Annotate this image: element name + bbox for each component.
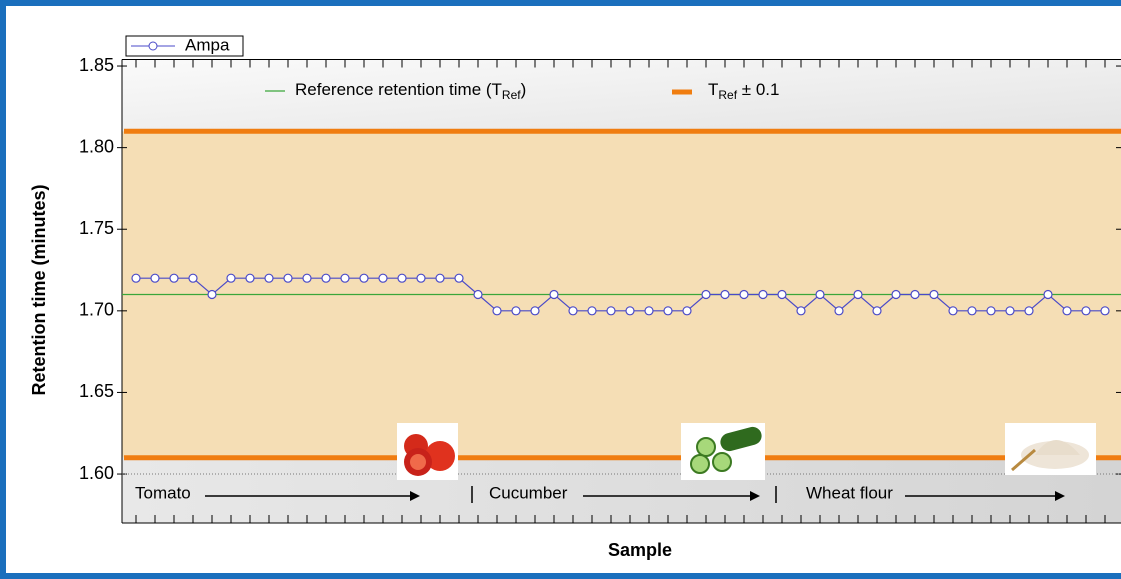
data-point — [416, 273, 426, 283]
data-point — [625, 306, 635, 316]
data-point — [644, 306, 654, 316]
tomato-image — [397, 423, 458, 480]
y-tick-label: 1.60 — [79, 463, 114, 483]
legend-label: Ampa — [185, 35, 230, 54]
annotation: Tomato — [135, 483, 191, 502]
data-point — [891, 289, 901, 300]
overlay — [397, 423, 1096, 480]
legend-label: TRef ± 0.1 — [708, 80, 780, 102]
y-tick-label: 1.85 — [79, 55, 114, 75]
y-tick-label: 1.80 — [79, 136, 114, 156]
data-point — [302, 273, 312, 283]
data-point — [910, 289, 920, 300]
data-point — [454, 273, 464, 283]
y-tick-label: 1.75 — [79, 218, 114, 238]
data-point — [986, 306, 996, 316]
data-point — [872, 306, 882, 316]
data-point — [1062, 306, 1072, 316]
data-point — [188, 273, 198, 283]
flour-image — [1005, 423, 1096, 475]
data-point — [720, 289, 730, 300]
data-point — [796, 306, 806, 316]
data-point — [378, 273, 388, 283]
data-point — [131, 273, 141, 283]
arrow-head — [410, 491, 420, 501]
data-point — [150, 273, 160, 283]
data-point — [682, 306, 692, 316]
data-point — [226, 273, 236, 283]
data-point — [1043, 289, 1053, 300]
data-point — [169, 273, 179, 283]
data-point — [207, 289, 217, 300]
data-point — [1005, 306, 1015, 316]
plot-background-bottom — [122, 457, 1121, 523]
data-point — [853, 289, 863, 300]
y-axis-label: Retention time (minutes) — [29, 184, 49, 395]
data-point — [397, 273, 407, 283]
annotation: Wheat flour — [806, 483, 893, 502]
annotation: Cucumber — [489, 483, 568, 502]
y-tick-label: 1.70 — [79, 300, 114, 320]
data-point — [1024, 306, 1034, 316]
data-point — [758, 289, 768, 300]
data-point — [530, 306, 540, 316]
data-point — [606, 306, 616, 316]
data-point — [511, 306, 521, 316]
data-point — [777, 289, 787, 300]
data-point — [1081, 306, 1091, 316]
data-point — [264, 273, 274, 283]
legend-box — [125, 35, 244, 57]
arrow-head — [1055, 491, 1065, 501]
data-point — [967, 306, 977, 316]
series-line — [136, 277, 1105, 312]
data-point — [929, 289, 939, 300]
data-point — [587, 306, 597, 316]
data-point — [340, 273, 350, 283]
data-point — [245, 273, 255, 283]
legend-marker — [148, 41, 158, 51]
x-axis-label: Sample — [608, 540, 672, 560]
data-point — [1100, 306, 1110, 316]
arrow-head — [750, 491, 760, 501]
data-point — [701, 289, 711, 300]
data-point — [359, 273, 369, 283]
data-point — [473, 289, 483, 300]
plot-background-top — [122, 59, 1121, 132]
data-point — [568, 306, 578, 316]
data-point — [815, 289, 825, 300]
cucumber-image — [681, 423, 765, 480]
data-point — [283, 273, 293, 283]
data-point — [948, 306, 958, 316]
data-point — [663, 306, 673, 316]
data-point — [549, 289, 559, 300]
data-point — [834, 306, 844, 316]
legend-label: Reference retention time (TRef) — [295, 80, 526, 102]
data-point — [492, 306, 502, 316]
y-tick-label: 1.65 — [79, 381, 114, 401]
data-point — [739, 289, 749, 300]
data-point — [435, 273, 445, 283]
plot-area — [117, 59, 1121, 524]
data-point — [321, 273, 331, 283]
